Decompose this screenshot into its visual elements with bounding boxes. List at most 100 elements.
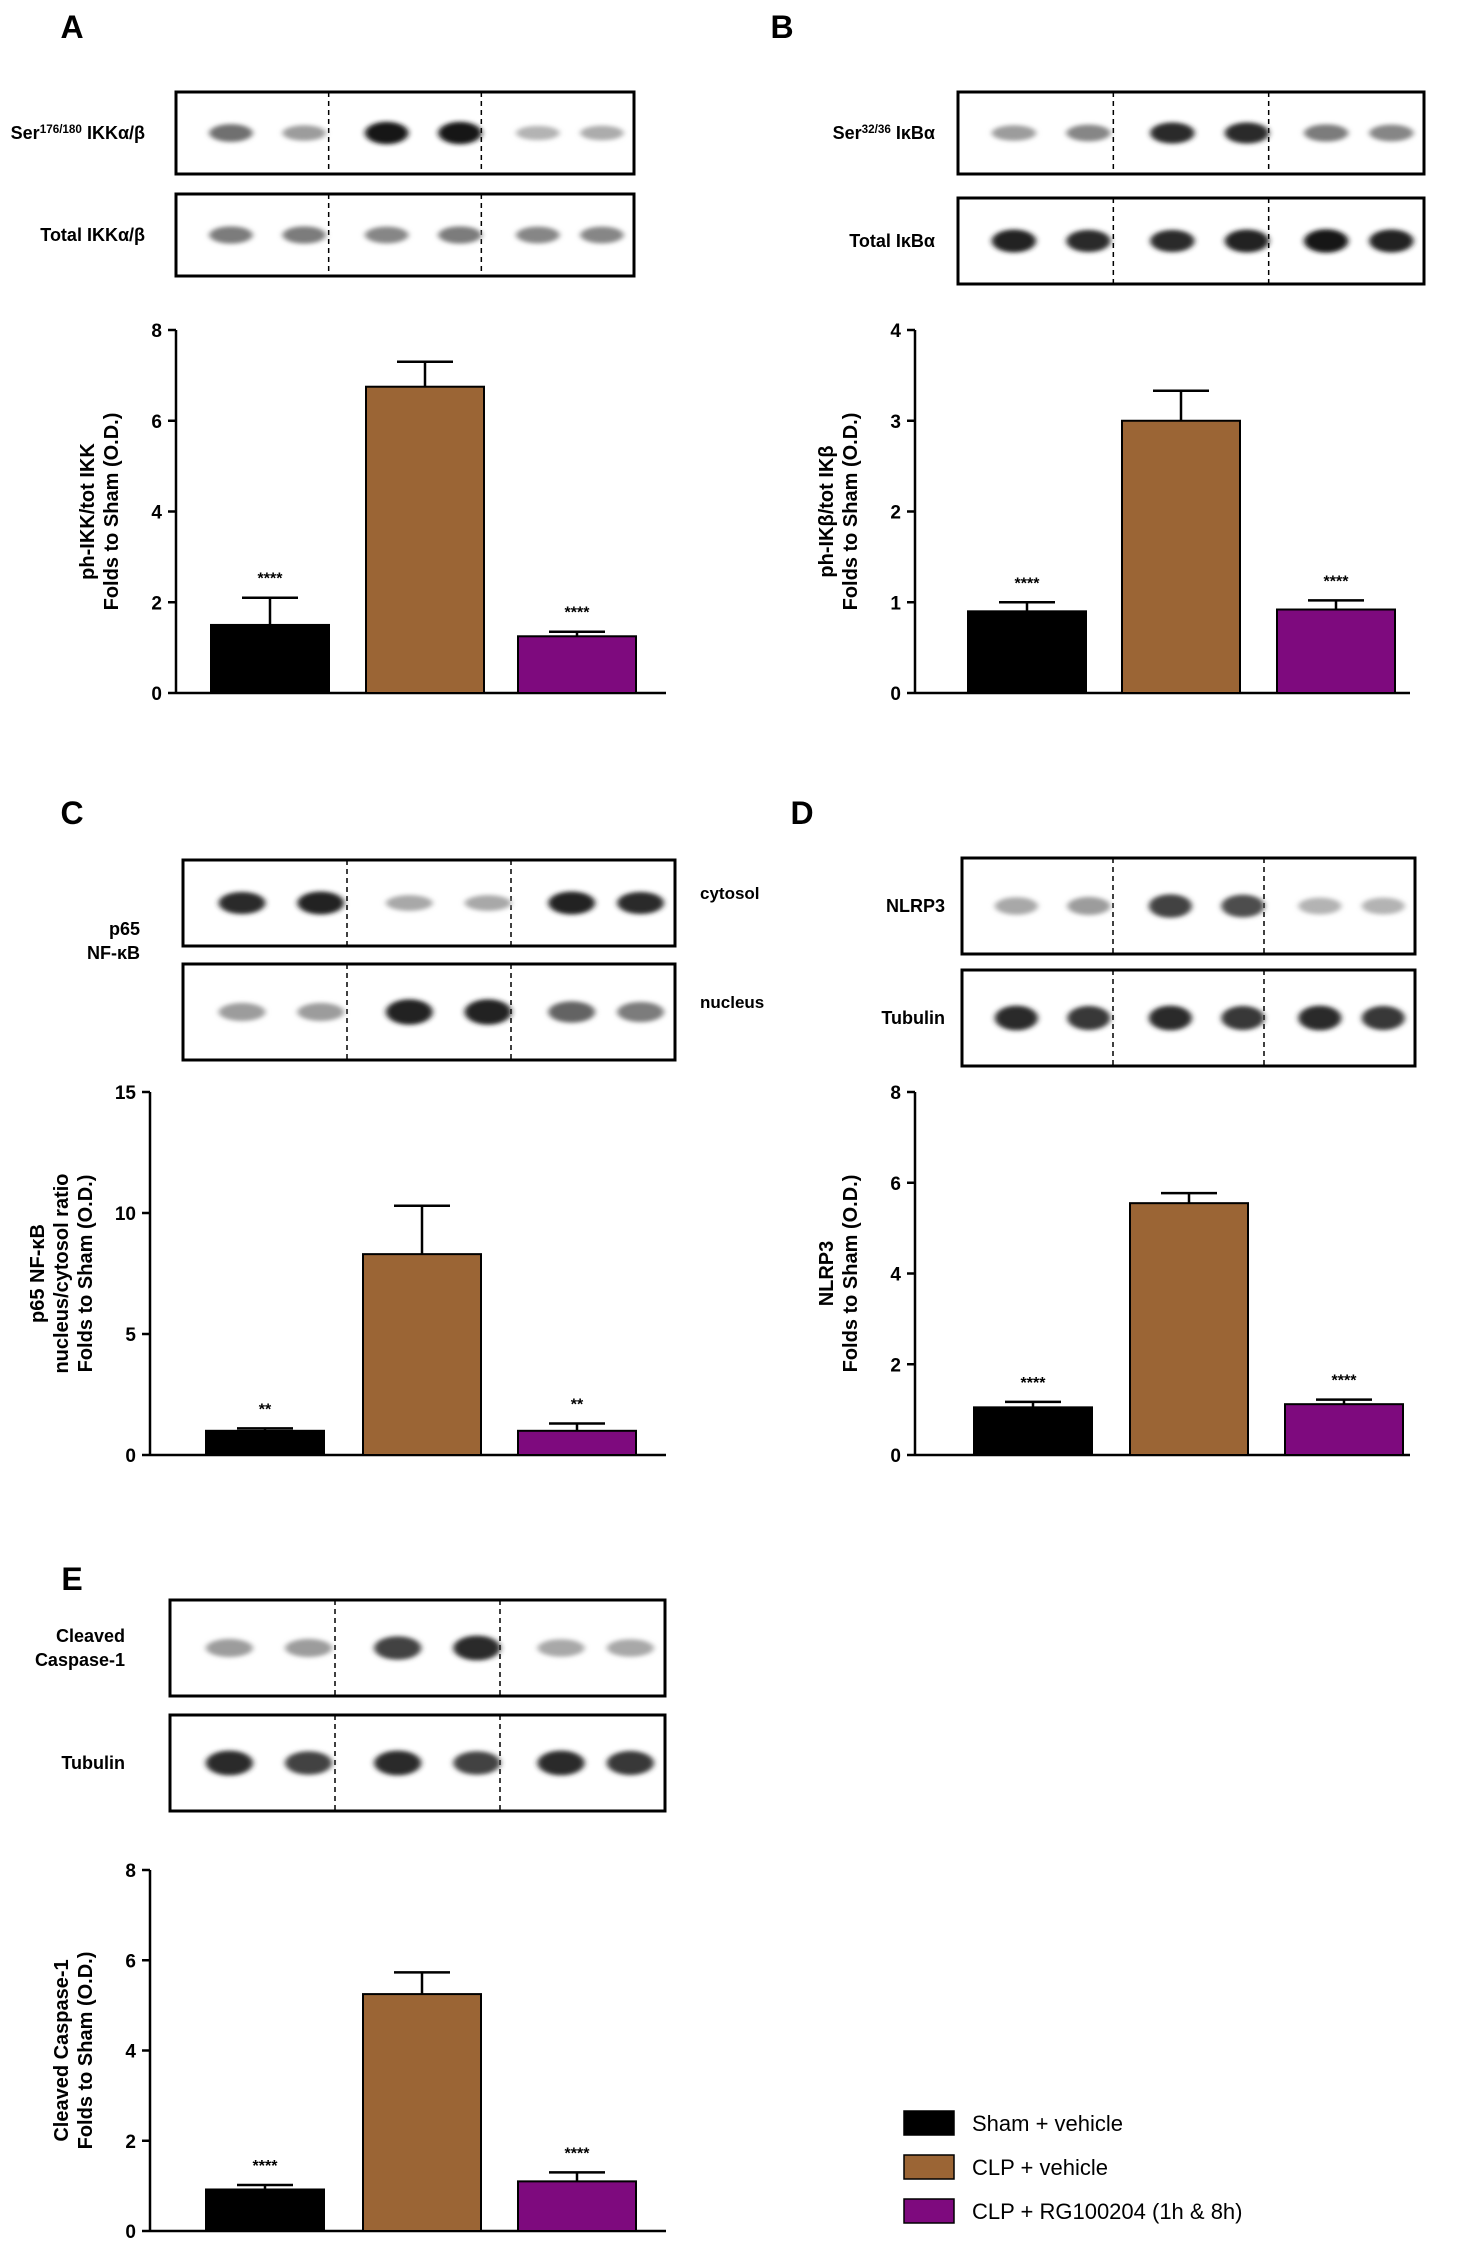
blot-band <box>205 1750 253 1776</box>
blot-band <box>1148 894 1192 918</box>
y-axis-label: ph-IKβ/tot IKβ Folds to Sham (O.D.) <box>816 413 862 611</box>
panel-letter: C <box>60 795 83 831</box>
blot-2 <box>960 968 1417 1068</box>
blot-band <box>438 226 482 244</box>
blot-band <box>385 999 433 1025</box>
bar <box>1276 608 1396 695</box>
y-tick-label: 3 <box>890 412 901 433</box>
legend-swatch <box>903 2110 955 2136</box>
y-tick-label: 6 <box>890 1174 901 1195</box>
blot-band <box>1361 897 1405 915</box>
legend-swatch <box>903 2154 955 2180</box>
blot-1 <box>181 858 677 948</box>
bar <box>1129 1202 1249 1456</box>
blot-band <box>580 125 624 141</box>
significance-label: **** <box>565 2145 591 2162</box>
y-tick-label: 2 <box>151 593 162 614</box>
blot-band <box>1369 229 1414 253</box>
significance-label: **** <box>258 571 284 588</box>
y-tick-label: 10 <box>115 1204 136 1225</box>
significance-label: **** <box>1015 575 1041 592</box>
blot-band <box>1067 896 1111 916</box>
blot-band <box>374 1636 422 1660</box>
blot-side-label: cytosol <box>700 884 760 903</box>
y-axis-label: p65 NF-κB nucleus/cytosol ratio Folds to S… <box>27 1173 97 1373</box>
bar-chart: 0 2 4 6 8 Cleaved Caspase-1 Folds to Sham (O.D… <box>51 1861 666 2243</box>
bar-chart: 0 2 4 6 8 ph-IKK/tot IKK Folds to Sham (O.D.) *… <box>77 321 666 705</box>
blot-band <box>994 897 1038 915</box>
panel-a: A Ser176/180 IKKα/β Total IKKα/β 0 2 4 6 8 ph-IK… <box>11 9 666 705</box>
bar <box>1121 419 1241 694</box>
bar-chart: 0 2 4 6 8 NLRP3 Folds to Sham (O.D.) **** **** <box>816 1083 1410 1467</box>
blot-2 <box>174 192 636 278</box>
y-tick-label: 8 <box>151 321 162 342</box>
blot-band <box>205 1638 253 1658</box>
blot-band <box>374 1750 422 1776</box>
y-tick-label: 2 <box>890 503 901 524</box>
blot-band <box>209 226 253 244</box>
blot-band <box>282 226 326 244</box>
blot-1 <box>960 856 1417 956</box>
blot-band <box>1066 229 1111 253</box>
blot-band <box>548 891 596 915</box>
panel-letter: B <box>770 9 793 45</box>
y-tick-label: 0 <box>890 684 901 705</box>
y-tick-label: 4 <box>890 321 901 342</box>
blot-label: Tubulin <box>61 1753 125 1773</box>
blot-band <box>537 1639 585 1657</box>
blot-band <box>218 1002 266 1022</box>
blot-1 <box>174 90 636 176</box>
bar <box>205 1429 325 1457</box>
blot-group-label: p65 NF-κB <box>87 919 140 963</box>
blot-band <box>1221 1005 1265 1031</box>
blot-band <box>464 999 512 1025</box>
blot-band <box>453 1635 501 1661</box>
y-tick-label: 0 <box>125 2222 136 2243</box>
legend: Sham + vehicle CLP + vehicle CLP + RG10020… <box>903 2110 1243 2224</box>
blot-band <box>1067 1005 1111 1031</box>
bar <box>362 1253 482 1457</box>
blot-band <box>1221 894 1265 918</box>
y-tick-label: 8 <box>125 1861 136 1882</box>
bar <box>1284 1403 1404 1457</box>
panel-e: E Cleaved Caspase-1 Tubulin 0 2 4 6 8 Cleaved Cas… <box>35 1561 667 2243</box>
blot-band <box>1304 229 1349 253</box>
bar-chart: 0 1 2 3 4 ph-IKβ/tot IKβ Folds to Sham (O.D.) *… <box>816 321 1410 705</box>
bar-chart: 0 5 10 15 p65 NF-κB nucleus/cytosol ratio Fold… <box>27 1083 666 1467</box>
panel-letter: D <box>790 795 813 831</box>
blot-band <box>580 226 624 244</box>
y-tick-label: 2 <box>125 2132 136 2153</box>
blot-band <box>285 1751 333 1775</box>
bar <box>210 623 330 694</box>
blot-band <box>617 1001 664 1023</box>
blot-band <box>1150 229 1195 253</box>
y-tick-label: 4 <box>151 503 162 524</box>
y-tick-label: 6 <box>125 1951 136 1972</box>
panel-b: B Ser32/36 IκBα Total IκBα 0 1 2 3 4 ph-IKβ/tot … <box>770 9 1426 705</box>
blot-band <box>1298 1005 1342 1031</box>
y-axis-label: ph-IKK/tot IKK Folds to Sham (O.D.) <box>77 413 123 611</box>
blot-band <box>297 891 345 915</box>
blot-side-label: nucleus <box>700 993 764 1012</box>
y-tick-label: 5 <box>125 1325 136 1346</box>
blot-band <box>548 1001 596 1023</box>
y-tick-label: 15 <box>115 1083 137 1104</box>
blot-band <box>991 125 1037 141</box>
blot-band <box>464 895 512 911</box>
blot-2 <box>181 962 677 1062</box>
blot-band <box>606 1639 654 1657</box>
bar <box>517 635 637 694</box>
y-tick-label: 0 <box>890 1446 901 1467</box>
blot-2 <box>168 1713 667 1813</box>
legend-swatch <box>903 2198 955 2224</box>
blot-2 <box>956 196 1426 286</box>
blot-band <box>282 125 326 141</box>
significance-label: **** <box>1021 1375 1047 1392</box>
blot-label: Total IκBα <box>849 231 935 251</box>
blot-band <box>994 1005 1038 1031</box>
blot-1 <box>956 90 1426 176</box>
y-axis-label: Cleaved Caspase-1 Folds to Sham (O.D.) <box>51 1952 97 2150</box>
significance-label: ** <box>259 1401 272 1418</box>
